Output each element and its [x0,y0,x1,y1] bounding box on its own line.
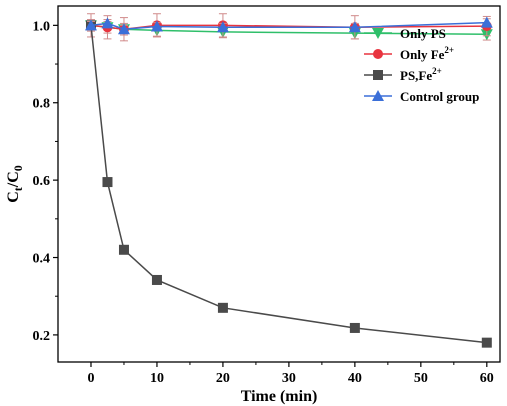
x-tick-label: 40 [348,371,362,386]
legend-label-main: Only PS [400,26,446,41]
y-tick-label: 0.8 [33,97,51,112]
data-point [102,177,113,188]
legend-marker [372,28,384,39]
plot-frame [57,5,501,363]
legend-label: Only PS [400,26,446,41]
legend-label: Control group [400,89,479,104]
legend-marker [373,49,383,59]
data-point [118,244,129,255]
legend-label-main: Only Fe [400,47,445,62]
legend-label-superscript: 2+ [432,66,442,76]
x-axis-title: Time (min) [241,388,318,405]
y-axis-title: Ct/C0 [5,165,25,203]
data-point [150,20,163,32]
data-point [217,302,228,313]
legend-label-main: Control group [400,89,479,104]
data-point [481,337,492,348]
y-tick-label: 1.0 [33,19,51,34]
y-axis-title-part: t [11,187,25,191]
legend-label-main: PS,Fe [400,68,432,83]
x-tick-label: 10 [150,371,164,386]
legend-marker [373,70,383,80]
data-point [480,16,493,28]
data-point [216,21,229,33]
data-point [349,322,360,333]
data-point [84,19,97,31]
legend-label: Only Fe2+ [400,45,454,62]
legend-label: PS,Fe2+ [400,66,442,83]
series-3 [84,16,493,35]
y-axis-title-part: 0 [11,165,25,171]
data-point [117,23,130,35]
x-tick-label: 50 [414,371,428,386]
y-tick-label: 0.2 [33,329,51,344]
data-point [151,274,162,285]
x-tick-label: 60 [480,371,494,386]
legend-marker [372,90,384,101]
x-tick-label: 0 [87,371,94,386]
y-tick-label: 0.4 [33,252,51,267]
y-tick-label: 0.6 [33,174,51,189]
legend-label-superscript: 2+ [444,45,454,55]
y-axis-title-part: C [5,191,22,203]
x-tick-label: 20 [216,371,230,386]
y-axis-title-part: /C [5,171,22,188]
plot-area [84,13,493,348]
x-tick-label: 30 [282,371,296,386]
axes: 0 10 20 30 40 50 60 0.2 0.4 0.6 0.8 1.0 Time (min) Ct… [5,5,501,405]
data-point [101,17,114,29]
data-point [348,21,361,33]
